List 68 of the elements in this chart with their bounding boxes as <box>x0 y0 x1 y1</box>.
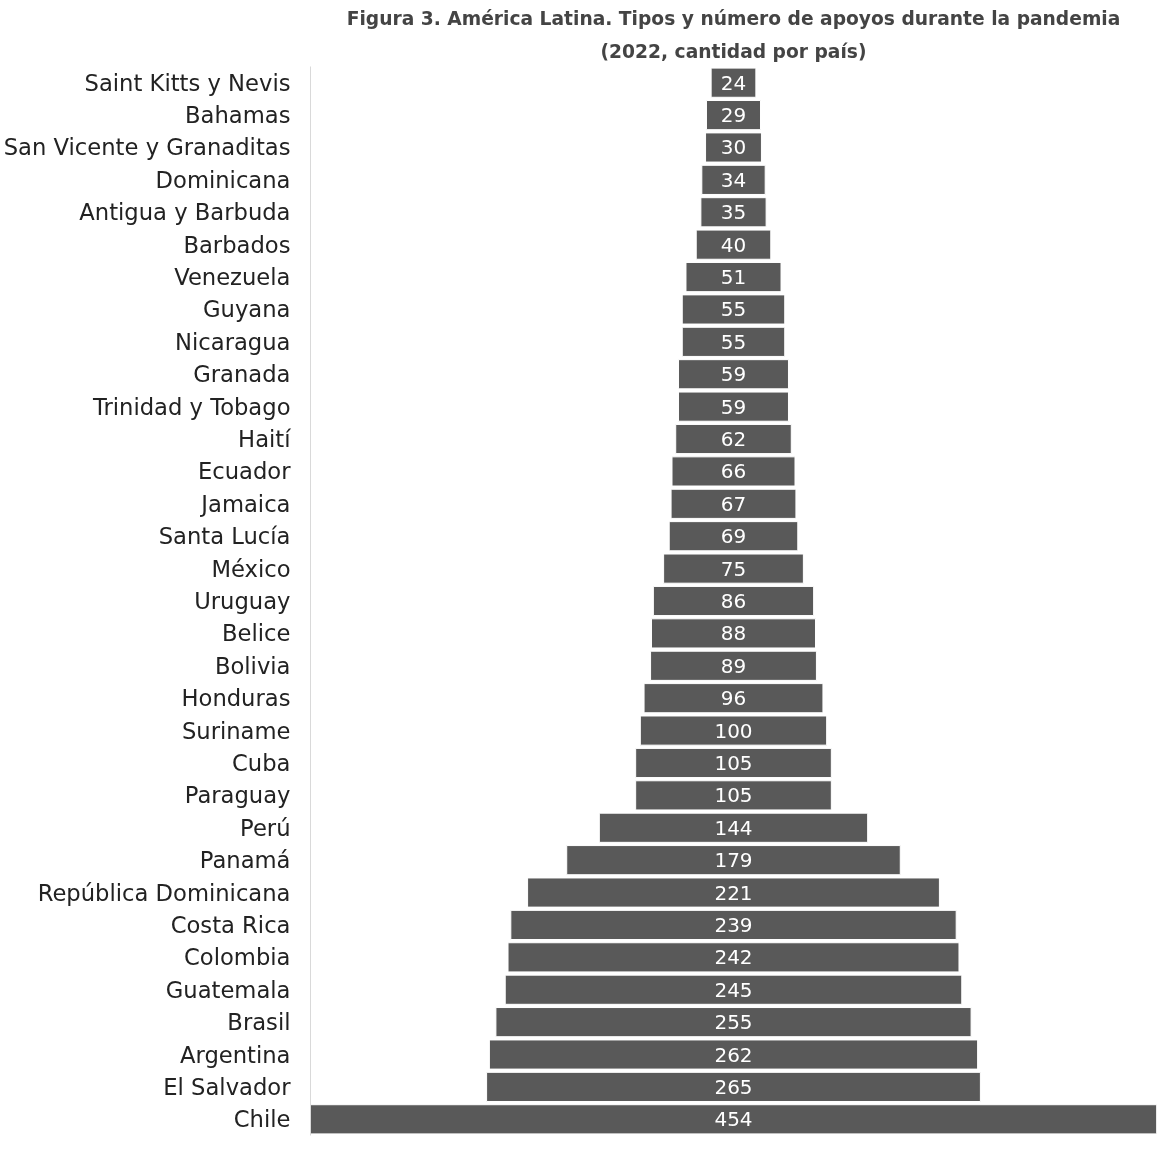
category-label: Cuba <box>232 749 291 776</box>
data-label: 34 <box>720 167 747 192</box>
category-label: Belice <box>222 620 291 647</box>
category-label: Nicaragua <box>175 328 291 355</box>
data-label: 40 <box>720 232 747 257</box>
data-label: 55 <box>720 297 747 322</box>
data-label: 66 <box>720 459 747 484</box>
category-label: Perú <box>240 814 291 841</box>
data-label: 30 <box>720 135 747 160</box>
category-label: República Dominicana <box>37 879 291 906</box>
data-label: 105 <box>714 783 753 808</box>
data-label: 75 <box>720 556 747 581</box>
category-label: Argentina <box>179 1041 291 1068</box>
data-label: 179 <box>714 848 753 873</box>
category-label: Uruguay <box>194 588 291 614</box>
text: (2022, cantidad por país) <box>600 40 867 62</box>
category-label: Guyana <box>203 296 291 323</box>
data-label: 89 <box>720 653 747 678</box>
category-label: Guatemala <box>165 976 291 1003</box>
category-label: Trinidad y Tobago <box>91 393 291 420</box>
category-label: Dominicana <box>155 166 291 193</box>
data-label: 221 <box>714 880 753 905</box>
data-label: 69 <box>720 524 747 549</box>
category-label: Bolivia <box>214 652 291 679</box>
data-label: 29 <box>720 103 747 128</box>
category-label: Paraguay <box>184 782 291 809</box>
data-label: 88 <box>720 621 747 646</box>
category-label: Barbados <box>183 231 291 258</box>
data-label: 255 <box>714 1010 753 1035</box>
category-label: Colombia <box>184 944 291 971</box>
data-label: 144 <box>714 815 753 840</box>
category-label: Suriname <box>181 717 291 744</box>
category-label: Ecuador <box>197 458 292 485</box>
category-label: Santa Lucía <box>158 523 291 550</box>
category-label: Honduras <box>181 685 291 712</box>
data-label: 67 <box>720 491 747 516</box>
category-label: México <box>211 555 291 582</box>
category-label: Haití <box>238 426 292 453</box>
text: Figura 3. América Latina. Tipos y número de apoyos durante la pandemia <box>346 7 1121 29</box>
category-label: Chile <box>233 1106 291 1133</box>
category-label: Antigua y Barbuda <box>79 199 291 226</box>
category-label: Granada <box>193 361 291 388</box>
data-label: 59 <box>720 394 747 419</box>
data-label: 51 <box>720 265 747 290</box>
category-label: Bahamas <box>185 102 291 129</box>
category-label: Venezuela <box>174 264 291 291</box>
category-label: San Vicente y Granaditas <box>3 134 291 161</box>
data-label: 100 <box>714 718 753 743</box>
data-label: 265 <box>714 1074 753 1099</box>
data-label: 242 <box>714 945 753 970</box>
data-label: 35 <box>720 200 747 225</box>
data-label: 24 <box>720 70 747 95</box>
data-label: 55 <box>720 329 747 354</box>
data-label: 262 <box>714 1042 753 1067</box>
data-label: 86 <box>720 589 747 613</box>
category-label: Jamaica <box>199 490 291 517</box>
category-label: Saint Kitts y Nevis <box>84 69 291 96</box>
data-label: 454 <box>714 1107 753 1132</box>
data-label: 245 <box>714 977 753 1002</box>
category-label: Costa Rica <box>170 911 291 938</box>
category-label: Panamá <box>199 847 291 874</box>
category-label: Brasil <box>227 1009 291 1036</box>
category-label: El Salvador <box>163 1073 292 1100</box>
data-label: 62 <box>720 427 747 452</box>
data-label: 96 <box>720 686 747 711</box>
data-label: 239 <box>714 912 753 937</box>
data-label: 105 <box>714 750 753 775</box>
data-label: 59 <box>720 362 747 387</box>
